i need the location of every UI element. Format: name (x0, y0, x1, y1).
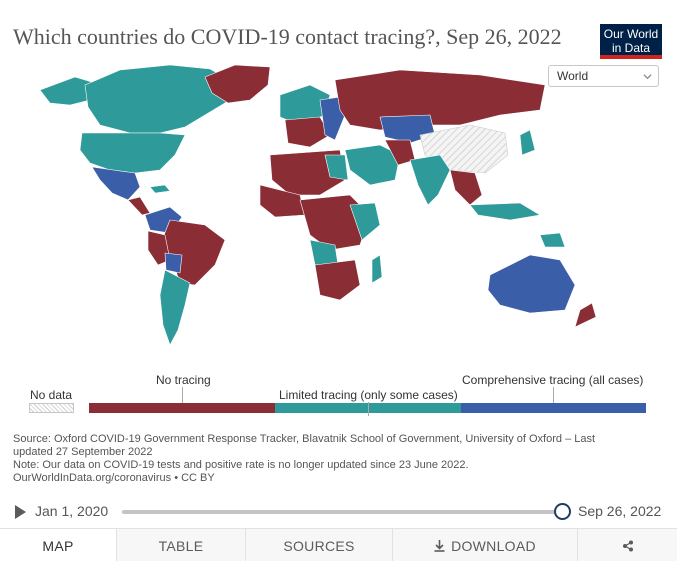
legend-tick-comprehensive (553, 387, 554, 403)
tab-sources-label: SOURCES (283, 537, 355, 554)
owid-logo[interactable]: Our World in Data (600, 24, 662, 59)
region-caribbean (149, 184, 171, 194)
region-europe-east (319, 96, 346, 141)
region-russia (334, 69, 546, 131)
source-note: Source: Oxford COVID-19 Government Respo… (13, 433, 663, 485)
timeline-track[interactable] (122, 510, 562, 514)
legend-bar-no-tracing[interactable] (89, 403, 275, 413)
timeline: Jan 1, 2020 Sep 26, 2022 (0, 500, 677, 524)
region-india (409, 154, 451, 206)
region-australia (487, 254, 576, 314)
legend-label-limited: Limited tracing (only some cases) (279, 388, 458, 402)
legend-no-data-swatch[interactable] (29, 403, 74, 413)
region-argentina (159, 269, 191, 346)
share-button[interactable] (577, 529, 677, 561)
region-egypt (324, 154, 349, 181)
tab-bar: MAP TABLE SOURCES DOWNLOAD (0, 528, 677, 561)
region-peru (147, 230, 171, 266)
source-line-1: Source: Oxford COVID-19 Government Respo… (13, 433, 596, 445)
region-east-africa (349, 202, 381, 241)
tab-sources[interactable]: SOURCES (245, 529, 392, 561)
download-icon (434, 539, 445, 552)
tab-table-label: TABLE (158, 537, 204, 554)
region-madagascar (371, 254, 383, 284)
region-usa (79, 132, 186, 174)
legend-tick-limited (368, 402, 369, 416)
legend-bar-comprehensive[interactable] (461, 403, 646, 413)
region-indonesia (469, 202, 541, 221)
region-bolivia (164, 252, 183, 274)
timeline-handle[interactable] (554, 503, 571, 520)
chart-title: Which countries do COVID-19 contact trac… (13, 24, 562, 49)
region-europe-central (284, 116, 331, 148)
region-japan (519, 129, 536, 156)
region-canada (84, 64, 236, 134)
region-new-zealand (574, 302, 597, 328)
share-icon (622, 540, 633, 551)
region-select-value: World (557, 69, 589, 83)
logo-line-2: in Data (611, 41, 651, 55)
legend-tick-no-tracing (182, 387, 183, 403)
region-greenland (204, 64, 271, 104)
logo-line-1: Our World (603, 27, 659, 41)
world-map[interactable] (0, 55, 677, 355)
play-icon[interactable] (15, 505, 26, 519)
tab-map-label: MAP (42, 537, 74, 554)
timeline-end-label: Sep 26, 2022 (578, 503, 662, 519)
timeline-start-label: Jan 1, 2020 (35, 503, 109, 519)
legend-label-comprehensive: Comprehensive tracing (all cases) (462, 373, 644, 387)
region-central-america (127, 196, 151, 216)
region-select[interactable]: World (548, 65, 659, 87)
source-line-3: Note: Our data on COVID-19 tests and pos… (13, 459, 469, 471)
source-line-2: updated 27 September 2022 (13, 446, 153, 458)
legend-no-data-label: No data (30, 388, 73, 402)
source-line-4[interactable]: OurWorldInData.org/coronavirus • CC BY (13, 472, 215, 484)
region-middle-east (344, 144, 401, 186)
legend-label-no-tracing: No tracing (156, 373, 211, 387)
region-west-africa (259, 184, 306, 218)
tab-table[interactable]: TABLE (116, 529, 245, 561)
tab-map[interactable]: MAP (0, 529, 116, 561)
region-se-asia (449, 169, 483, 206)
tab-download-label: DOWNLOAD (451, 537, 536, 554)
region-south-africa (314, 259, 361, 301)
region-png (539, 232, 566, 248)
chevron-down-icon (643, 74, 652, 80)
tab-download[interactable]: DOWNLOAD (392, 529, 577, 561)
